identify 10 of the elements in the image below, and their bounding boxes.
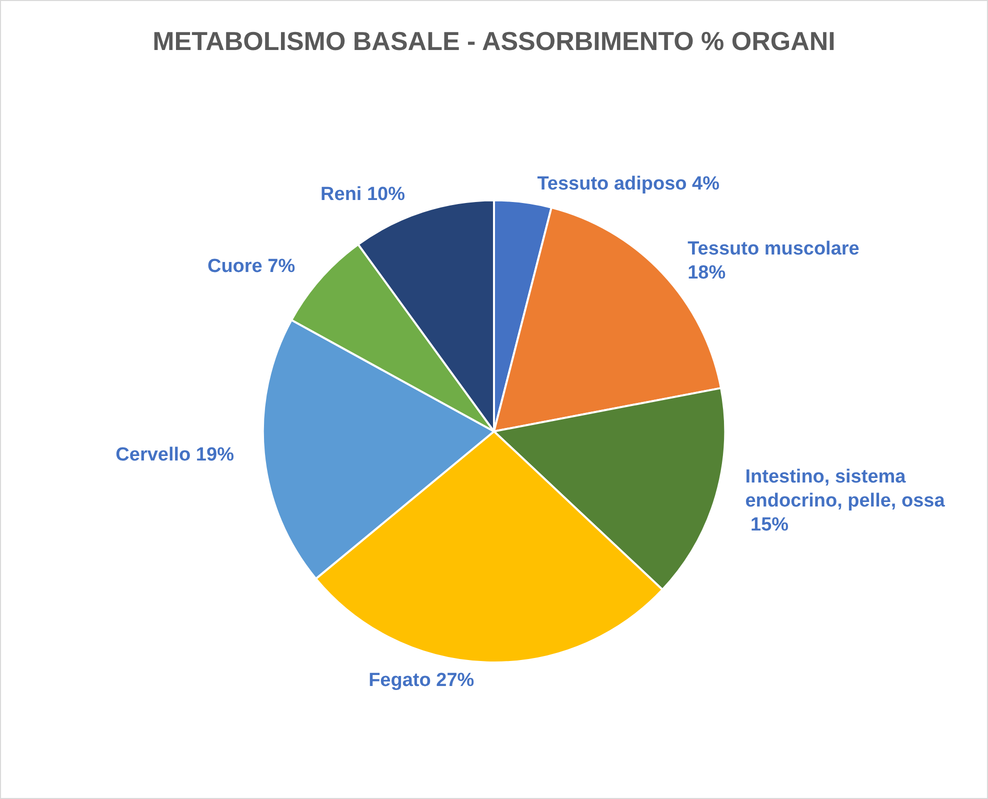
slice-label: Tessuto muscolare xyxy=(688,238,865,260)
slice-label: Reni 10% xyxy=(320,184,406,205)
data-label: 15% xyxy=(745,514,789,536)
slice-label: Fegato 27% xyxy=(368,670,474,691)
data-label: 18% xyxy=(688,262,726,284)
slice-label: Tessuto adiposo 4% xyxy=(537,174,720,195)
slice-label: Cervello 19% xyxy=(116,444,234,466)
slice-label: Intestino, sistema endocrino, pelle, ossa xyxy=(745,466,946,512)
chart-title: METABOLISMO BASALE - ASSORBIMENTO % ORGANI xyxy=(152,26,836,56)
slice-label: Cuore 7% xyxy=(207,256,296,278)
